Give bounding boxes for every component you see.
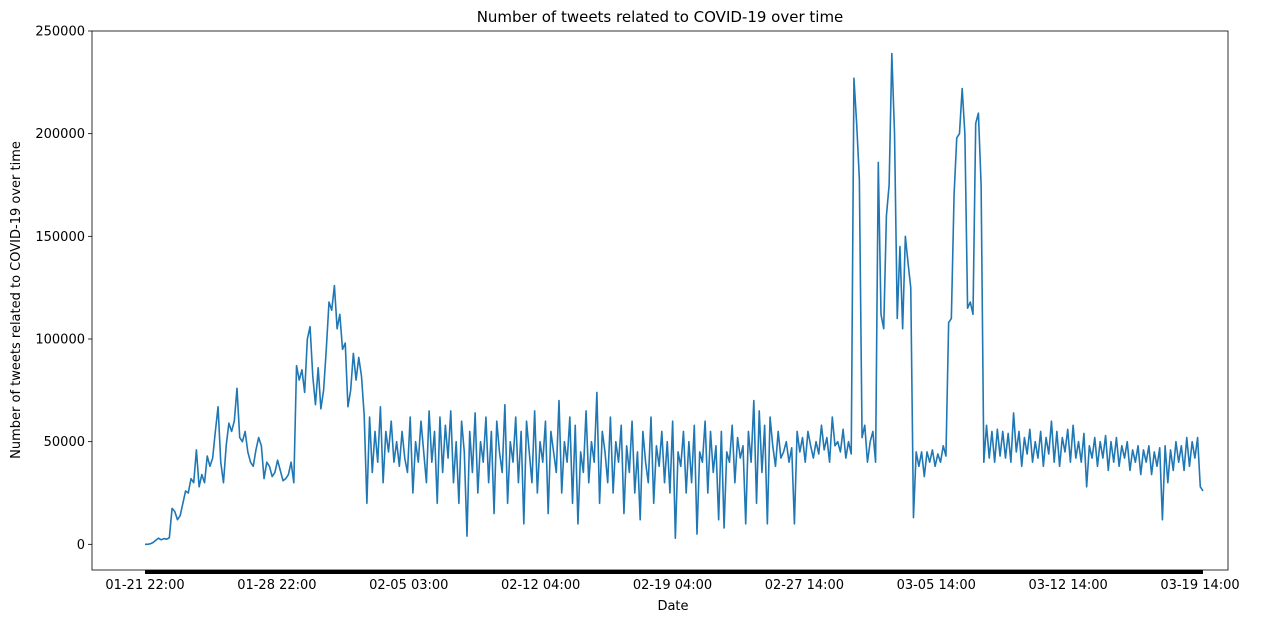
y-tick-label: 100000	[35, 333, 85, 348]
y-tick-label: 50000	[44, 435, 85, 450]
x-tick-label: 03-05 14:00	[897, 578, 976, 593]
x-tick-label: 01-28 22:00	[237, 578, 316, 593]
plot-frame	[91, 30, 1229, 571]
x-axis: 01-21 22:00 01-28 22:00 02-05 03:00 02-12 0…	[105, 578, 1239, 593]
x-tick-label: 03-19 14:00	[1160, 578, 1239, 593]
series-line	[145, 52, 1204, 546]
y-axis-label: Number of tweets related to COVID-19 ove…	[9, 141, 24, 459]
y-tick-label: 200000	[35, 127, 85, 142]
x-tick-label: 02-12 04:00	[501, 578, 580, 593]
x-tick-label: 02-19 04:00	[633, 578, 712, 593]
x-tick-label: 02-05 03:00	[369, 578, 448, 593]
chart-title: Number of tweets related to COVID-19 ove…	[477, 8, 844, 26]
x-tick-band	[145, 570, 1203, 574]
y-tick-label: 0	[77, 538, 85, 553]
y-tick-label: 250000	[35, 25, 85, 40]
x-axis-label: Date	[657, 599, 688, 614]
x-tick-label: 02-27 14:00	[765, 578, 844, 593]
y-axis: 0 50000 100000 150000 200000 250000	[35, 25, 92, 553]
x-tick-label: 01-21 22:00	[105, 578, 184, 593]
y-tick-label: 150000	[35, 230, 85, 245]
x-tick-label: 03-12 14:00	[1028, 578, 1107, 593]
